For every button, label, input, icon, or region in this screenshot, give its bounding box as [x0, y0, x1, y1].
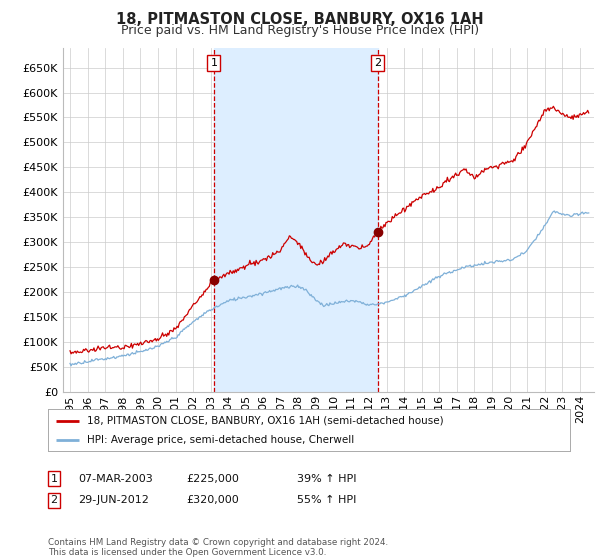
Text: 2: 2 [374, 58, 381, 68]
Text: Price paid vs. HM Land Registry's House Price Index (HPI): Price paid vs. HM Land Registry's House … [121, 24, 479, 37]
Text: Contains HM Land Registry data © Crown copyright and database right 2024.
This d: Contains HM Land Registry data © Crown c… [48, 538, 388, 557]
Text: 07-MAR-2003: 07-MAR-2003 [78, 474, 153, 484]
Text: £225,000: £225,000 [186, 474, 239, 484]
Text: 18, PITMASTON CLOSE, BANBURY, OX16 1AH: 18, PITMASTON CLOSE, BANBURY, OX16 1AH [116, 12, 484, 27]
Bar [214, 48, 377, 392]
Text: 1: 1 [211, 58, 217, 68]
Text: HPI: Average price, semi-detached house, Cherwell: HPI: Average price, semi-detached house,… [87, 435, 355, 445]
Text: 39% ↑ HPI: 39% ↑ HPI [297, 474, 356, 484]
Text: £320,000: £320,000 [186, 495, 239, 505]
Text: 1: 1 [50, 474, 58, 484]
Text: 2: 2 [50, 495, 58, 505]
Text: 29-JUN-2012: 29-JUN-2012 [78, 495, 149, 505]
Text: 18, PITMASTON CLOSE, BANBURY, OX16 1AH (semi-detached house): 18, PITMASTON CLOSE, BANBURY, OX16 1AH (… [87, 416, 444, 426]
Text: 55% ↑ HPI: 55% ↑ HPI [297, 495, 356, 505]
